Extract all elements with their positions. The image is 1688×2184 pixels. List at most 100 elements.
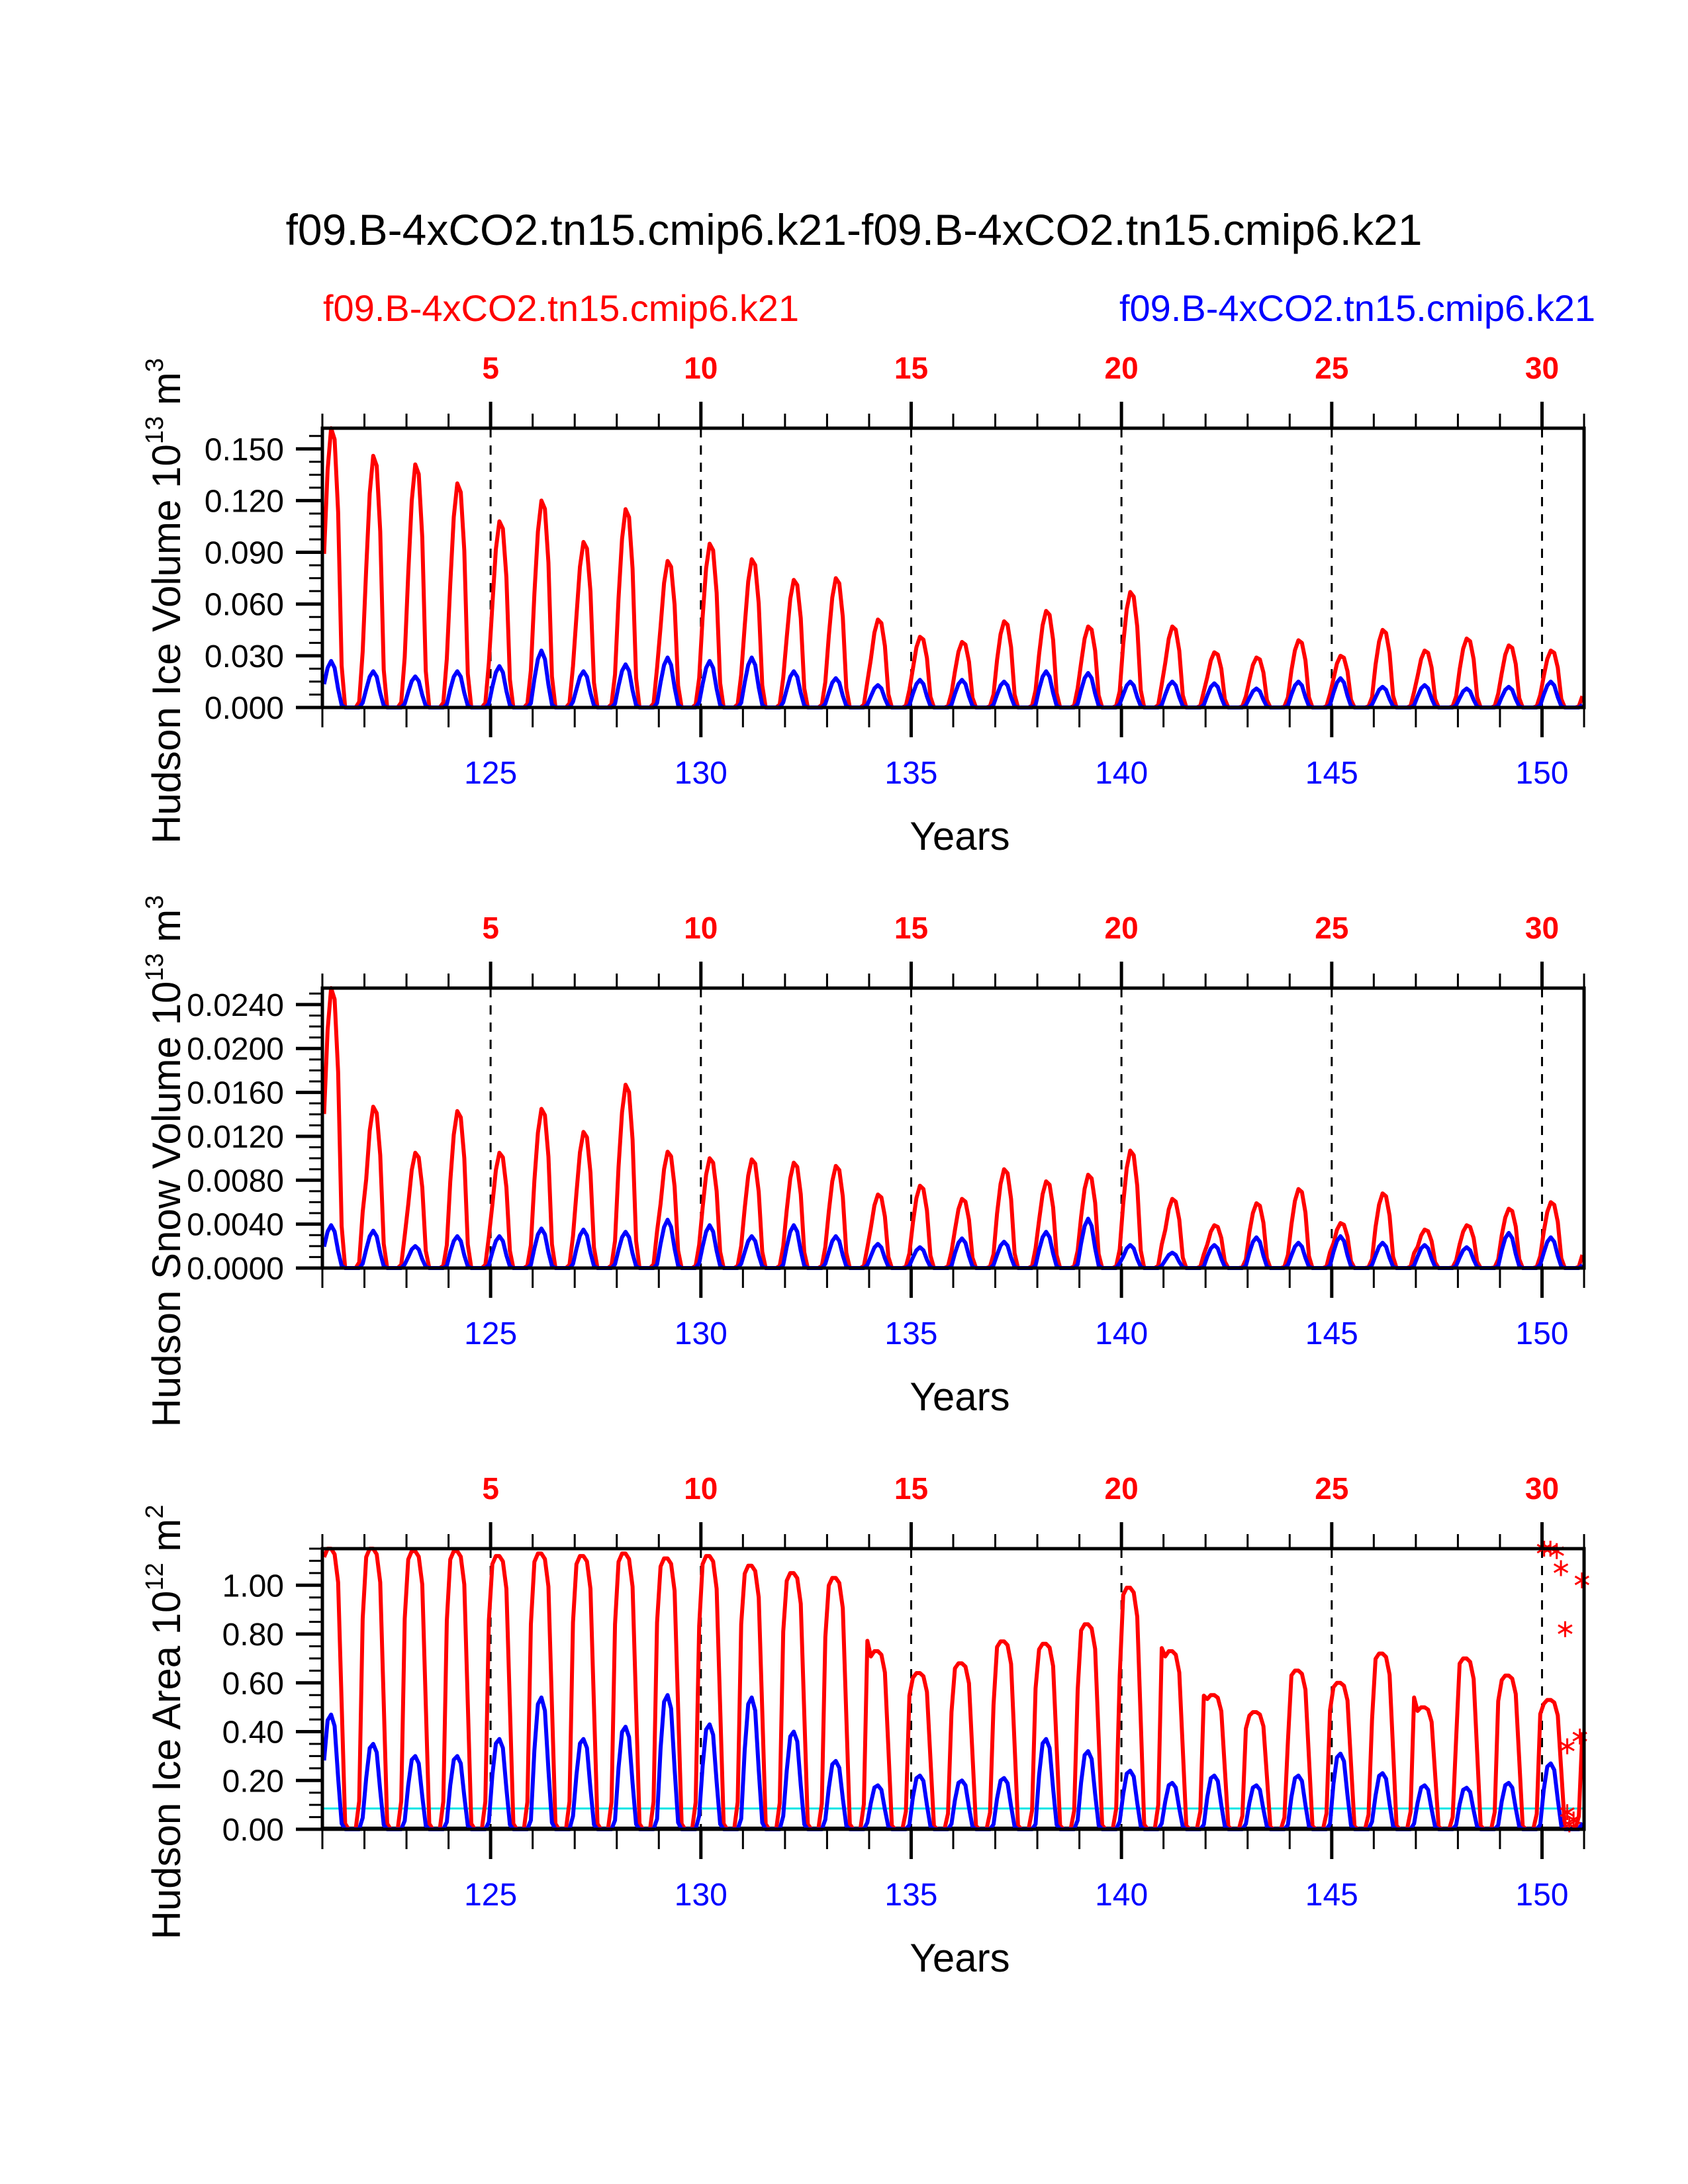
- x-tick-label: 140: [1095, 756, 1148, 791]
- y-tick-label: 0.060: [205, 588, 284, 623]
- top-tick-label: 25: [1315, 911, 1348, 945]
- x-tick-label: 140: [1095, 1878, 1148, 1913]
- panel-2: 0.0000 0.0040 0.0080 0.0120 0.0160 0.0200 0.02…: [141, 895, 1586, 1428]
- y-axis-label-main: Hudson Ice Area 10: [144, 1591, 189, 1940]
- x-tick-label: 150: [1515, 1316, 1568, 1351]
- series-line-red: [322, 426, 1585, 709]
- y-tick-label: 0.150: [205, 432, 284, 467]
- asterisk-stroke: [1553, 1563, 1569, 1573]
- top-tick-label: 5: [482, 1471, 499, 1506]
- asterisk-marker: [1574, 1572, 1589, 1588]
- plot-frame: [320, 426, 1586, 709]
- y-axis-label-exponent: 13: [141, 416, 169, 444]
- plot-frame: [320, 986, 1586, 1270]
- asterisk-marker: [1549, 1543, 1564, 1559]
- top-tick-label: 20: [1105, 1471, 1139, 1506]
- asterisk-stroke: [1558, 1624, 1573, 1634]
- asterisk-marker: [1560, 1738, 1575, 1754]
- x-tick-label: 145: [1305, 1316, 1358, 1351]
- y-axis-label: Hudson Snow Volume 1013 m3: [141, 895, 189, 1428]
- series-line-blue: [322, 1216, 1584, 1270]
- y-tick-label: 0.120: [205, 484, 284, 519]
- top-tick-label: 10: [684, 1471, 718, 1506]
- x-tick-label: 150: [1515, 756, 1568, 791]
- top-tick-label: 25: [1315, 351, 1348, 385]
- x-tick-label: 135: [884, 1316, 937, 1351]
- y-tick-label: 0.60: [222, 1666, 284, 1702]
- x-tick-label: 145: [1305, 756, 1358, 791]
- asterisk-marker: [1553, 1560, 1569, 1576]
- x-tick-label: 150: [1515, 1878, 1568, 1913]
- top-tick-label: 10: [684, 911, 718, 945]
- x-tick-label: 135: [884, 1878, 937, 1913]
- y-tick-label: 0.00: [222, 1813, 284, 1848]
- x-tick-label: 130: [675, 756, 727, 791]
- y-tick-label: 0.000: [205, 691, 284, 726]
- x-axis-label: Years: [910, 1375, 1009, 1419]
- y-tick-label: 0.0200: [187, 1032, 284, 1067]
- top-tick-label: 15: [894, 911, 928, 945]
- top-tick-label: 20: [1105, 351, 1139, 385]
- x-tick-label: 135: [884, 756, 937, 791]
- y-axis-label-main: Hudson Ice Volume 10: [144, 444, 189, 844]
- top-tick-label: 10: [684, 351, 718, 385]
- top-tick-label: 25: [1315, 1471, 1348, 1506]
- x-tick-label: 130: [675, 1316, 727, 1351]
- y-axis-label-unit-exponent: 3: [141, 358, 169, 372]
- top-tick-label: 30: [1525, 911, 1559, 945]
- y-tick-label: 0.0080: [187, 1163, 284, 1199]
- y-tick-label: 0.030: [205, 639, 284, 674]
- y-axis-label-unit: m: [144, 1519, 189, 1563]
- y-tick-label: 0.090: [205, 536, 284, 571]
- y-axis-label-unit-exponent: 3: [141, 895, 169, 909]
- asterisk-marker: [1560, 1804, 1575, 1821]
- y-tick-label: 0.0040: [187, 1208, 284, 1243]
- top-tick-label: 15: [894, 1471, 928, 1506]
- series-line-blue: [322, 1693, 1585, 1831]
- y-axis-label-exponent: 12: [141, 1563, 169, 1590]
- top-tick-label: 30: [1525, 1471, 1559, 1506]
- asterisk-stroke: [1574, 1575, 1589, 1586]
- figure-title: f09.B-4xCO2.tn15.cmip6.k21-f09.B-4xCO2.t…: [286, 205, 1423, 254]
- top-tick-label: 5: [482, 351, 499, 385]
- y-axis-label-unit-exponent: 2: [141, 1504, 169, 1518]
- x-axis-label: Years: [910, 814, 1009, 858]
- y-tick-label: 1.00: [222, 1569, 284, 1604]
- x-tick-label: 140: [1095, 1316, 1148, 1351]
- y-axis-label-unit: m: [144, 372, 189, 416]
- y-tick-label: 0.0000: [187, 1251, 284, 1287]
- top-tick-label: 20: [1105, 911, 1139, 945]
- y-axis-label: Hudson Ice Volume 1013 m3: [141, 358, 189, 844]
- series-line-red: [322, 986, 1585, 1270]
- y-tick-label: 0.0240: [187, 988, 284, 1023]
- series-line-red: [322, 1547, 1585, 1831]
- y-tick-label: 0.80: [222, 1617, 284, 1653]
- asterisk-stroke: [1562, 1819, 1577, 1829]
- top-tick-label: 15: [894, 351, 928, 385]
- y-axis-label-unit: m: [144, 909, 189, 954]
- x-axis-label: Years: [910, 1936, 1009, 1980]
- y-tick-label: 0.0160: [187, 1076, 284, 1111]
- y-tick-label: 0.0120: [187, 1120, 284, 1155]
- y-axis-label-main: Hudson Snow Volume 10: [144, 981, 189, 1428]
- legend-right-label: f09.B-4xCO2.tn15.cmip6.k21: [1119, 287, 1595, 329]
- asterisk-stroke: [1560, 1741, 1575, 1751]
- x-tick-label: 130: [675, 1878, 727, 1913]
- x-tick-label: 125: [464, 1316, 517, 1351]
- top-tick-label: 30: [1525, 351, 1559, 385]
- top-tick-label: 5: [482, 911, 499, 945]
- asterisk-marker: [1558, 1621, 1573, 1637]
- x-tick-label: 125: [464, 1878, 517, 1913]
- series-line-blue: [322, 649, 1584, 709]
- legend-left-label: f09.B-4xCO2.tn15.cmip6.k21: [323, 287, 799, 329]
- asterisk-stroke: [1560, 1807, 1575, 1817]
- y-axis-label: Hudson Ice Area 1012 m2: [141, 1504, 189, 1939]
- y-tick-label: 0.40: [222, 1715, 284, 1751]
- y-axis-label-exponent: 13: [141, 953, 169, 981]
- x-tick-label: 145: [1305, 1878, 1358, 1913]
- y-tick-label: 0.20: [222, 1764, 284, 1799]
- x-tick-label: 125: [464, 756, 517, 791]
